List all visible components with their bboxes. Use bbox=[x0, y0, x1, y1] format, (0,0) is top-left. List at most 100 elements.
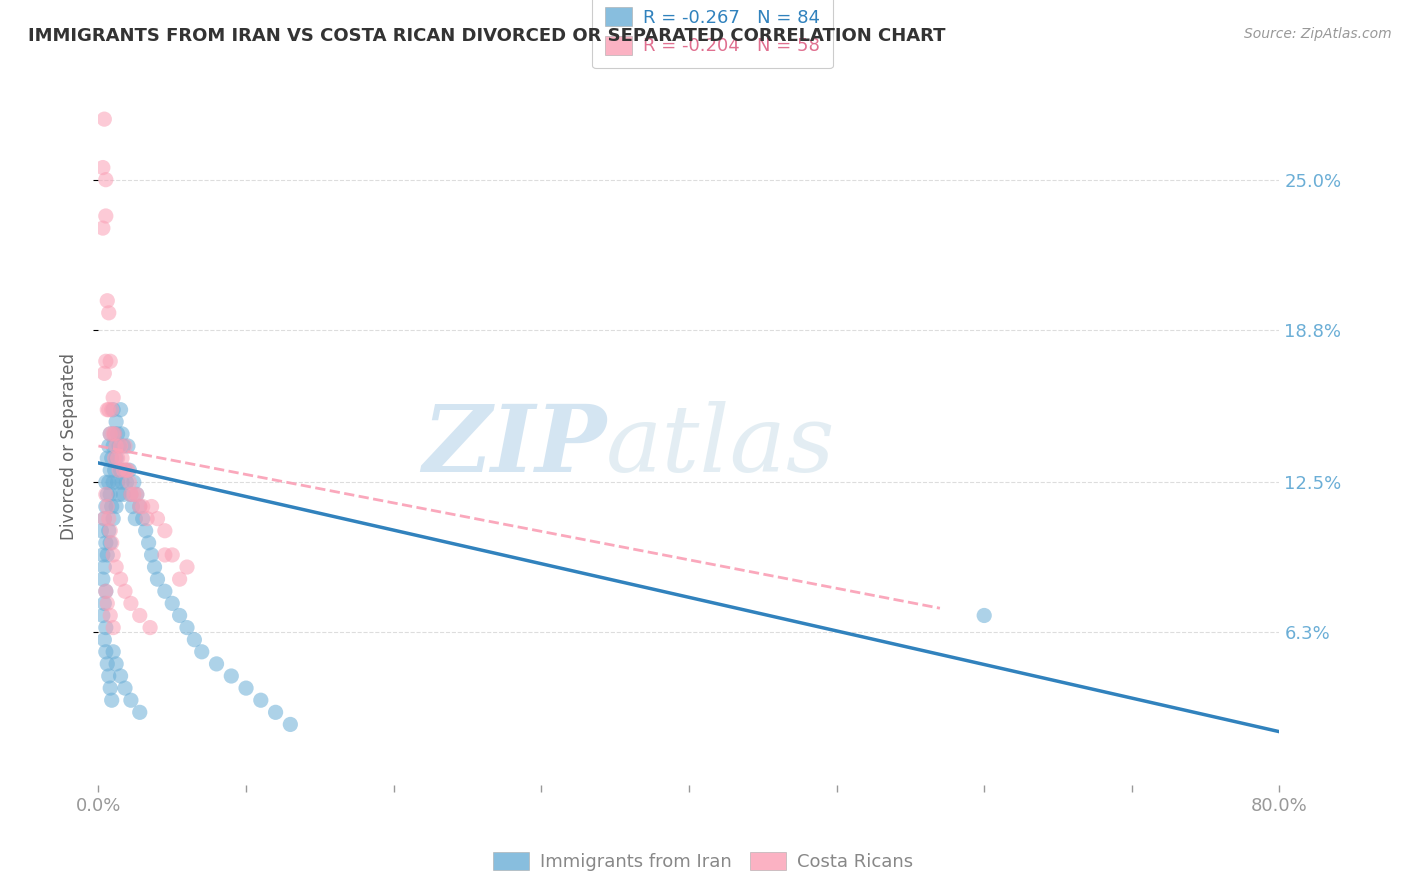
Point bbox=[125, 487, 148, 501]
Point bbox=[91, 548, 114, 562]
Point bbox=[135, 524, 157, 538]
Point bbox=[104, 451, 127, 466]
Point bbox=[98, 536, 121, 550]
Point bbox=[111, 475, 134, 490]
Point bbox=[110, 669, 132, 683]
Point bbox=[105, 560, 128, 574]
Point bbox=[110, 572, 132, 586]
Point bbox=[141, 548, 163, 562]
Point bbox=[264, 706, 287, 720]
Point bbox=[97, 475, 120, 490]
Point bbox=[103, 548, 125, 562]
Point bbox=[96, 293, 118, 308]
Point bbox=[100, 693, 122, 707]
Point bbox=[124, 511, 146, 525]
Point bbox=[280, 717, 302, 731]
Point bbox=[93, 511, 115, 525]
Point bbox=[93, 367, 115, 381]
Point bbox=[162, 596, 183, 610]
Point bbox=[132, 500, 155, 514]
Point bbox=[112, 439, 135, 453]
Text: ZIP: ZIP bbox=[422, 401, 606, 491]
Point bbox=[98, 608, 121, 623]
Point bbox=[93, 596, 115, 610]
Point bbox=[111, 426, 134, 441]
Point bbox=[98, 354, 121, 368]
Point bbox=[141, 500, 163, 514]
Point bbox=[103, 391, 125, 405]
Point bbox=[98, 463, 121, 477]
Point bbox=[114, 463, 136, 477]
Point bbox=[91, 221, 114, 235]
Point bbox=[94, 209, 117, 223]
Point bbox=[94, 475, 117, 490]
Point bbox=[97, 511, 120, 525]
Point bbox=[153, 524, 176, 538]
Point bbox=[94, 354, 117, 368]
Point bbox=[96, 500, 118, 514]
Y-axis label: Divorced or Separated: Divorced or Separated bbox=[59, 352, 77, 540]
Point bbox=[93, 112, 115, 127]
Point bbox=[125, 487, 148, 501]
Point bbox=[107, 451, 129, 466]
Point bbox=[105, 451, 128, 466]
Point bbox=[104, 426, 127, 441]
Point bbox=[153, 548, 176, 562]
Point bbox=[103, 402, 125, 417]
Point bbox=[136, 511, 159, 525]
Point bbox=[105, 439, 128, 453]
Point bbox=[115, 475, 138, 490]
Point bbox=[96, 487, 118, 501]
Point bbox=[103, 621, 125, 635]
Point bbox=[143, 560, 166, 574]
Point bbox=[111, 451, 134, 466]
Point bbox=[120, 487, 142, 501]
Point bbox=[98, 426, 121, 441]
Point bbox=[128, 706, 150, 720]
Point bbox=[162, 548, 183, 562]
Point bbox=[98, 426, 121, 441]
Text: Source: ZipAtlas.com: Source: ZipAtlas.com bbox=[1244, 27, 1392, 41]
Point bbox=[98, 524, 121, 538]
Point bbox=[96, 596, 118, 610]
Point bbox=[104, 463, 127, 477]
Point bbox=[91, 161, 114, 175]
Point bbox=[139, 621, 162, 635]
Point bbox=[110, 463, 132, 477]
Point bbox=[153, 584, 176, 599]
Point bbox=[94, 584, 117, 599]
Point bbox=[132, 511, 155, 525]
Point bbox=[108, 463, 131, 477]
Point bbox=[169, 608, 191, 623]
Point bbox=[105, 657, 128, 671]
Point bbox=[97, 524, 120, 538]
Point bbox=[107, 426, 129, 441]
Point bbox=[104, 426, 127, 441]
Point bbox=[93, 632, 115, 647]
Point bbox=[97, 439, 120, 453]
Point bbox=[94, 536, 117, 550]
Point bbox=[97, 306, 120, 320]
Point bbox=[114, 681, 136, 695]
Point bbox=[122, 487, 145, 501]
Point bbox=[146, 572, 169, 586]
Point bbox=[191, 645, 214, 659]
Point bbox=[98, 681, 121, 695]
Point bbox=[110, 402, 132, 417]
Point bbox=[138, 536, 160, 550]
Point bbox=[96, 657, 118, 671]
Point bbox=[973, 608, 995, 623]
Point bbox=[94, 172, 117, 186]
Legend: R = -0.267   N = 84, R = -0.204   N = 58: R = -0.267 N = 84, R = -0.204 N = 58 bbox=[592, 0, 832, 68]
Point bbox=[103, 475, 125, 490]
Point bbox=[117, 463, 139, 477]
Point bbox=[110, 439, 132, 453]
Point bbox=[96, 451, 118, 466]
Point bbox=[103, 645, 125, 659]
Point bbox=[105, 500, 128, 514]
Point bbox=[96, 402, 118, 417]
Point bbox=[108, 439, 131, 453]
Point bbox=[176, 560, 198, 574]
Point bbox=[103, 439, 125, 453]
Point bbox=[120, 596, 142, 610]
